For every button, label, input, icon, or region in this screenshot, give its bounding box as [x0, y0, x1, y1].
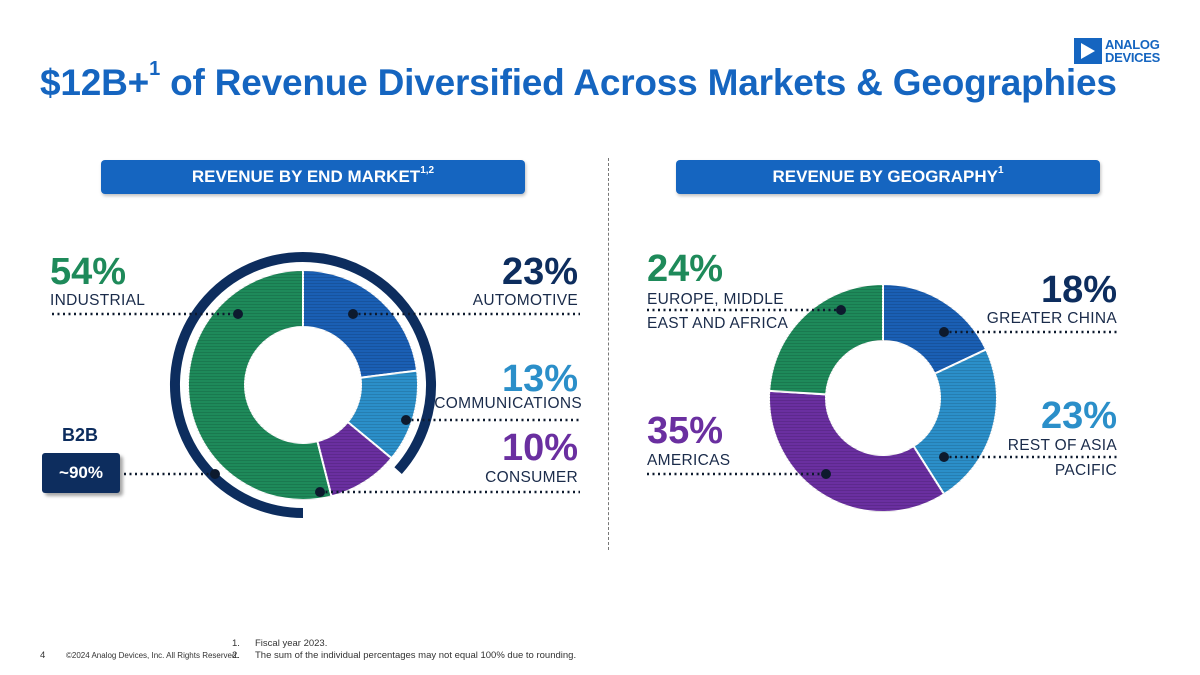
consumer-label: CONSUMER	[485, 469, 578, 486]
geography-donut	[768, 282, 998, 513]
automotive-pct: 23%	[501, 251, 578, 293]
greater-china-pct: 18%	[1040, 269, 1117, 311]
slice-texture-americas	[769, 390, 945, 512]
rest-of-apac-label-line1: REST OF ASIA	[1007, 437, 1117, 454]
emea-pct: 24%	[647, 248, 724, 290]
b2b-arc	[170, 252, 436, 518]
b2b-badge: ~90%	[42, 453, 120, 493]
b2b-dot	[210, 469, 220, 479]
footnote-2-text: The sum of the individual percentages ma…	[255, 650, 577, 661]
rest-of-apac-dot	[939, 452, 949, 462]
end-market-header: REVENUE BY END MARKET1,2	[101, 160, 525, 194]
slice-texture-rest-of-asia-pacific	[913, 349, 997, 495]
industrial-label: INDUSTRIAL	[50, 292, 146, 309]
geography-header: REVENUE BY GEOGRAPHY1	[676, 160, 1100, 194]
footnote-1-num: 1.	[232, 638, 240, 649]
copyright: ©2024 Analog Devices, Inc. All Rights Re…	[66, 651, 239, 660]
footnote-2-num: 2.	[232, 650, 240, 661]
b2b-label: B2B	[62, 425, 99, 445]
consumer-dot	[315, 487, 325, 497]
industrial-dot	[233, 309, 243, 319]
emea-dot	[836, 305, 846, 315]
americas-label: AMERICAS	[647, 452, 731, 469]
americas-dot	[821, 469, 831, 479]
logo-triangle-icon	[1074, 38, 1102, 64]
americas-pct: 35%	[647, 410, 724, 452]
communications-dot	[401, 415, 411, 425]
slice-texture-automotive	[303, 270, 418, 378]
industrial-pct: 54%	[50, 251, 127, 293]
analog-devices-logo: ANALOG DEVICES	[1074, 38, 1162, 66]
end-market-donut	[170, 252, 436, 518]
greater-china-dot	[939, 327, 949, 337]
slice-texture-greater-china	[883, 284, 987, 374]
rest-of-apac-pct: 23%	[1040, 395, 1117, 437]
leader-lines	[52, 305, 1117, 497]
footnote-1-text: Fiscal year 2023.	[255, 638, 328, 649]
emea-label-line2: EAST AND AFRICA	[647, 315, 789, 332]
rest-of-apac-label-line2: PACIFIC	[1054, 462, 1117, 479]
slice-texture-consumer	[317, 421, 392, 497]
emea-label-line1: EUROPE, MIDDLE	[647, 291, 784, 308]
automotive-label: AUTOMOTIVE	[472, 292, 578, 309]
greater-china-label: GREATER CHINA	[986, 310, 1117, 327]
slice-texture-industrial	[188, 270, 332, 500]
communications-pct: 13%	[501, 358, 578, 400]
logo-text: ANALOG DEVICES	[1105, 37, 1160, 65]
consumer-pct: 10%	[501, 427, 578, 469]
page-number: 4	[40, 650, 46, 661]
automotive-dot	[348, 309, 358, 319]
panel-divider	[608, 158, 609, 550]
communications-label: COMMUNICATIONS	[434, 395, 582, 412]
page-title: $12B+1 of Revenue Diversified Across Mar…	[40, 58, 1117, 103]
slice-texture-europe-middle-east-and-africa	[769, 284, 883, 395]
